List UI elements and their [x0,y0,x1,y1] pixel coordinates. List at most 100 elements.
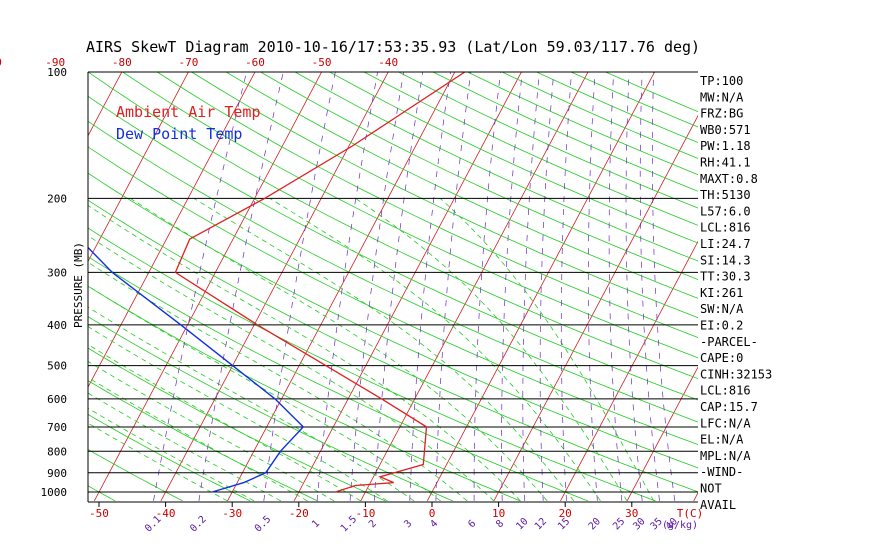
mixing-ratio-line [409,72,451,501]
top-temp-tick-label: -80 [112,56,132,69]
dry-adiabat-line [88,316,453,502]
stability-index-entry: CINH:32153 [700,367,772,381]
dry-adiabat-line [225,72,698,299]
stability-index-entry: AVAIL [700,498,736,512]
mixing-ratio-line [153,72,247,501]
moist-adiabat-line [88,306,415,502]
bottom-temp-tick-label: 30 [625,507,638,520]
stability-index-entry: LCL:816 [700,221,751,235]
mixing-ratio-tick-label: 8 [494,518,506,530]
mixing-ratio-line [198,72,284,501]
stability-index-entry: KI:261 [700,286,743,300]
dry-adiabat-line [259,72,698,280]
mixing-ratio-tick-label: 4 [428,518,440,530]
pressure-tick-label: 600 [47,393,67,406]
x-axis-label: T(C) [677,507,704,520]
dry-adiabat-line [121,72,698,359]
stability-index-entry: MPL:N/A [700,449,751,463]
moist-adiabat-line [269,198,601,502]
mixing-ratio-line [608,72,623,501]
stability-index-entry: LI:24.7 [700,237,751,251]
stability-index-entry: L57:6.0 [700,204,751,218]
dry-adiabat-line [156,72,698,338]
dry-adiabat-line [88,285,521,502]
moist-adiabat-line [88,392,281,502]
stability-index-entry: EI:0.2 [700,319,743,333]
dry-adiabat-line [190,72,698,319]
mixing-ratio-tick-label: 3 [402,518,414,530]
dry-adiabat-line [0,53,48,501]
top-temp-tick-label: -90 [45,56,65,69]
mixing-ratio-tick-label: 0.2 [188,514,209,535]
stability-index-entry: -WIND- [700,465,743,479]
moist-adiabat-line [88,344,361,502]
bottom-temp-tick-label: -40 [156,507,176,520]
stability-index-entry: MAXT:0.8 [700,172,758,186]
top-temp-tick-label: -50 [312,56,332,69]
stability-index-entry: EL:N/A [700,433,744,447]
mixing-ratio-tick-label: 1 [310,518,322,530]
pressure-tick-label: 700 [47,421,67,434]
pressure-tick-label: 300 [47,266,67,279]
mixing-ratio-line [373,72,424,501]
mixing-ratio-line [639,72,660,501]
top-temp-tick-label: -40 [378,56,398,69]
mixing-ratio-tick-label: 6 [466,518,478,530]
dry-adiabat-line [294,72,698,262]
dry-adiabat-line [88,413,251,502]
axes-labels: 1002003004005006007008009001000PRESSURE … [0,56,703,535]
stability-index-entry: WB0:571 [700,123,751,137]
bottom-temp-tick-label: -10 [355,507,375,520]
stability-index-entry: TT:30.3 [700,270,751,284]
pressure-tick-label: 500 [47,360,67,373]
chart-title: AIRS SkewT Diagram 2010-10-16/17:53:35.9… [86,38,700,56]
moist-adiabat-line [88,377,308,502]
stability-index-entry: SI:14.3 [700,253,751,267]
isotherm-line [227,72,456,502]
background-grid [0,53,698,502]
stability-index-entry: LCL:816 [700,384,751,398]
isotherm-line [93,72,323,502]
mixing-ratio-line [652,72,676,501]
bottom-temp-tick-label: -20 [289,507,309,520]
mixing-ratio-tick-label: 2 [367,518,379,530]
stability-index-entry: FRZ:BG [700,107,743,121]
mixing-ratio-line [435,72,472,501]
isotherm-line [88,72,256,388]
isotherm-line [426,72,656,502]
dry-adiabat-line [88,95,698,401]
stability-index-entry: CAP:15.7 [700,400,758,414]
moist-adiabat-line [88,422,228,502]
bottom-temp-tick-label: 10 [492,507,505,520]
stability-index-entry: TP:100 [700,74,743,88]
moist-adiabat-line [440,198,655,502]
stability-index-entry: CAPE:0 [700,351,743,365]
dry-adiabat-line [88,256,589,502]
profile-series [88,72,466,493]
mixing-ratio-line [539,72,555,501]
moist-adiabat-line [88,285,441,502]
mixing-ratio-unit-label: (g/kg) [662,520,698,531]
top-temp-tick-label: -100 [0,56,2,69]
moist-adiabat-line [88,326,388,502]
mixing-ratio-line [473,72,501,501]
mixing-ratio-tick-label: 0.5 [253,514,274,535]
mixing-ratio-line [560,72,572,501]
moist-adiabat-line [88,407,255,502]
bottom-temp-tick-label: -50 [89,507,109,520]
stability-index-entry: TH:5130 [700,188,751,202]
mixing-ratio-line [316,72,378,501]
bottom-temp-tick-label: 20 [559,507,572,520]
dry-adiabat-line [88,120,698,423]
stability-index-entry: LFC:N/A [700,416,751,430]
pressure-tick-label: 1000 [41,486,68,499]
stability-index-entry: -PARCEL- [700,335,758,349]
legend: Ambient Air Temp Dew Point Temp [116,103,261,143]
y-axis-label: PRESSURE (MB) [72,242,85,328]
mixing-ratio-tick-label: 12 [533,516,549,532]
stability-index-entry: MW:N/A [700,90,744,104]
pressure-tick-label: 200 [47,192,67,205]
top-temp-tick-label: -70 [178,56,198,69]
dry-adiabat-line [328,72,698,244]
stability-index-entry: SW:N/A [700,302,744,316]
